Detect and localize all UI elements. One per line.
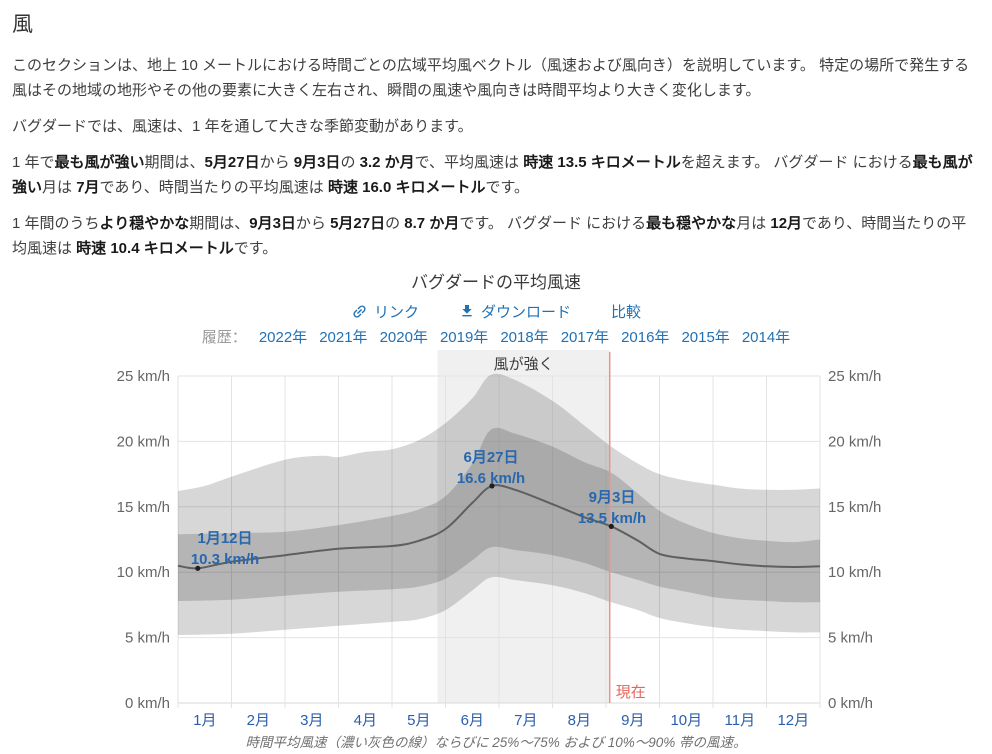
annotation-date: 1月12日 — [197, 530, 252, 547]
history-year-link[interactable]: 2019年 — [439, 329, 489, 346]
y-axis-label-right: 5 km/h — [828, 630, 873, 647]
y-axis-label-left: 20 km/h — [117, 433, 170, 450]
annotation-value: 16.6 km/h — [457, 470, 525, 487]
annotation-date: 6月27日 — [463, 449, 518, 466]
y-axis-label-left: 0 km/h — [125, 695, 170, 712]
intro-paragraphs: このセクションは、地上 10 メートルにおける時間ごとの広域平均風ベクトル（風速… — [12, 53, 980, 261]
history-label: 履歴： — [201, 329, 247, 346]
month-label[interactable]: 7月 — [514, 712, 537, 729]
band-10-90 — [178, 373, 820, 635]
y-axis-label-left: 15 km/h — [117, 499, 170, 516]
y-axis-label-left: 10 km/h — [117, 564, 170, 581]
paragraph: 1 年間のうちより穏やかな期間は、9月3日から 5月27日の 8.7 か月です。… — [12, 215, 967, 257]
y-axis-label-left: 25 km/h — [117, 368, 170, 385]
paragraph: このセクションは、地上 10 メートルにおける時間ごとの広域平均風ベクトル（風速… — [12, 57, 970, 99]
link-button[interactable]: リンク — [351, 301, 419, 322]
month-label[interactable]: 2月 — [247, 712, 270, 729]
paragraph: バグダードでは、風速は、1 年を通して大きな季節変動があります。 — [12, 118, 473, 135]
download-button-label: ダウンロード — [480, 303, 571, 321]
link-icon — [353, 304, 366, 318]
chart-title: バグダードの平均風速 — [411, 273, 581, 292]
download-icon — [462, 305, 472, 317]
y-axis-label-right: 20 km/h — [828, 433, 881, 450]
month-label[interactable]: 1月 — [193, 712, 216, 729]
history-year-link[interactable]: 2018年 — [500, 329, 549, 346]
now-label: 現在 — [616, 684, 646, 701]
y-axis-label-right: 25 km/h — [828, 368, 881, 385]
y-axis-label-right: 10 km/h — [828, 564, 881, 581]
section-heading-wind: 風 — [12, 13, 33, 36]
month-label[interactable]: 5月 — [407, 712, 430, 729]
month-label[interactable]: 8月 — [568, 712, 591, 729]
chart-caption: 時間平均風速（濃い灰色の線）ならびに 25%〜75% および 10%〜90% 帯… — [245, 735, 747, 750]
link-button-label: リンク — [373, 303, 419, 321]
history-year-link[interactable]: 2017年 — [560, 329, 610, 346]
history-years: 2022年 2021年 2020年 2019年 2018年 2017年 2016年 2015年… — [259, 326, 790, 347]
mean-wind-line — [177, 484, 821, 570]
history-year-link[interactable]: 2015年 — [681, 329, 730, 346]
history-year-link[interactable]: 2014年 — [741, 329, 791, 346]
month-label[interactable]: 9月 — [621, 712, 644, 729]
compare-button[interactable]: 比較 — [611, 301, 641, 322]
history-year-link[interactable]: 2020年 — [379, 329, 428, 346]
month-label[interactable]: 10月 — [670, 712, 702, 729]
paragraph: 1 年で最も風が強い期間は、5月27日から 9月3日の 3.2 か月で、平均風速… — [12, 154, 973, 196]
download-button[interactable]: ダウンロード — [459, 301, 571, 322]
history-year-links: 履歴： 2022年 2021年 2020年 2019年 2018年 2017年 2016年 2… — [12, 326, 980, 347]
history-year-link[interactable]: 2021年 — [319, 329, 368, 346]
data-point-dot — [195, 565, 201, 571]
y-axis-label-left: 5 km/h — [125, 630, 170, 647]
month-label[interactable]: 4月 — [354, 712, 377, 729]
month-label[interactable]: 11月 — [725, 712, 756, 729]
y-axis-label-right: 0 km/h — [828, 695, 873, 712]
annotation-value: 13.5 km/h — [578, 510, 646, 527]
annotation-date: 9月3日 — [589, 489, 636, 506]
history-year-link[interactable]: 2022年 — [258, 329, 308, 346]
compare-button-label: 比較 — [611, 303, 642, 321]
windy-season-label: 風が強く — [494, 356, 554, 373]
history-year-link[interactable]: 2016年 — [621, 329, 670, 346]
data-point-dot — [489, 483, 495, 489]
band-25-75 — [178, 427, 820, 603]
month-label[interactable]: 12月 — [777, 712, 809, 729]
chart-actions: リンク ダウンロード 比較 — [12, 300, 980, 322]
data-point-dot — [608, 523, 614, 529]
month-label[interactable]: 6月 — [461, 712, 484, 729]
month-label[interactable]: 3月 — [300, 712, 323, 729]
windy-season-band — [437, 350, 610, 703]
y-axis-label-right: 15 km/h — [828, 499, 881, 516]
annotation-value: 10.3 km/h — [191, 551, 259, 568]
